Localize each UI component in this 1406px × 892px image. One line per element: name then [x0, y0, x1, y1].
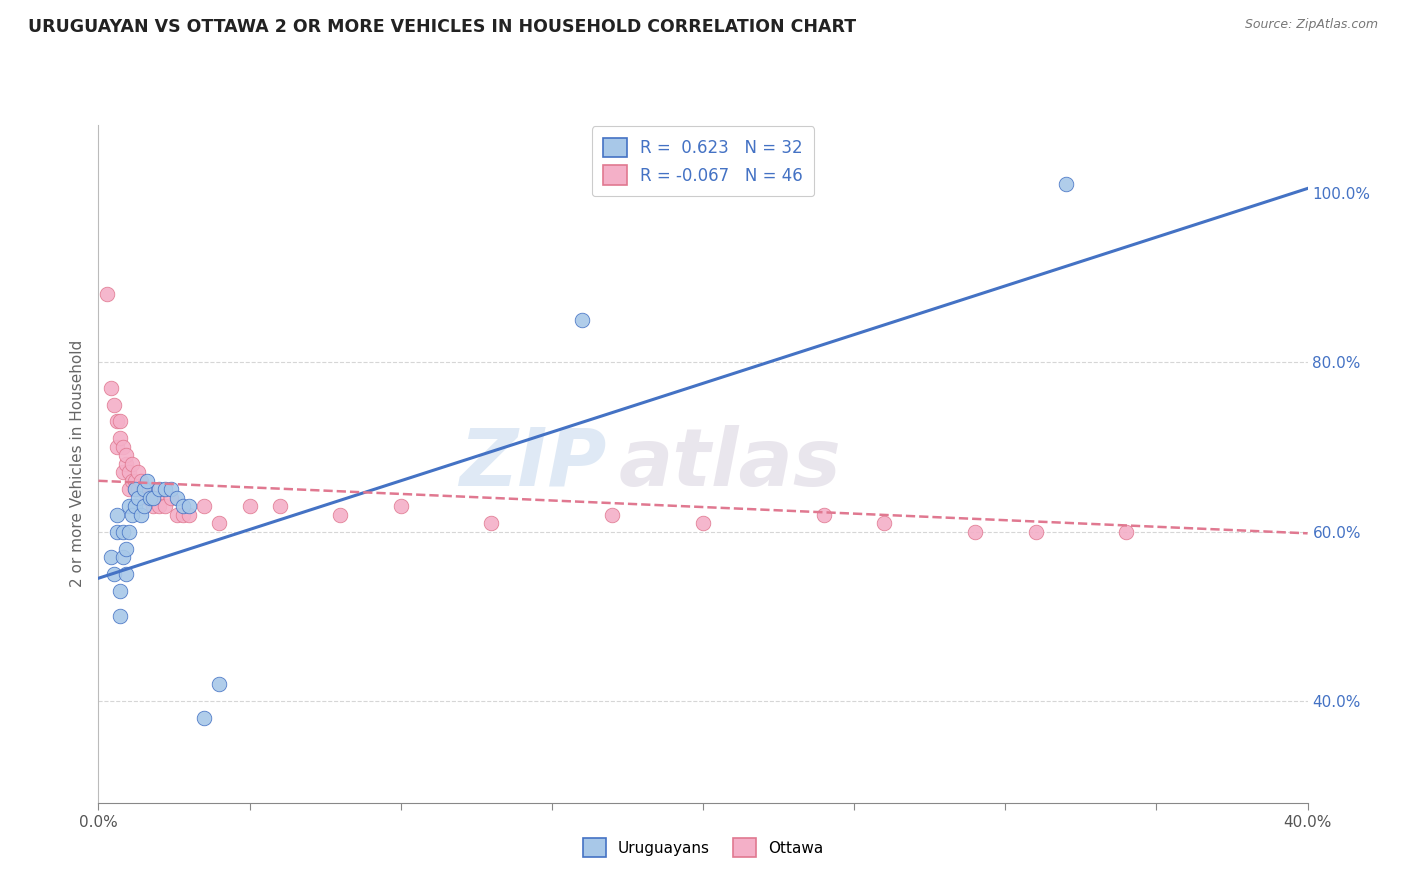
Point — [1115, 524, 1137, 539]
Point — [160, 491, 183, 505]
Point — [571, 313, 593, 327]
Point — [135, 482, 157, 496]
Point — [105, 415, 128, 429]
Point — [208, 677, 231, 691]
Point — [111, 524, 134, 539]
Point — [132, 482, 155, 496]
Point — [239, 500, 262, 514]
Point — [193, 500, 215, 514]
Text: Source: ZipAtlas.com: Source: ZipAtlas.com — [1244, 18, 1378, 31]
Point — [111, 440, 134, 454]
Point — [127, 482, 149, 496]
Point — [179, 500, 201, 514]
Point — [481, 516, 503, 530]
Point — [160, 482, 183, 496]
Point — [172, 508, 194, 522]
Point — [389, 500, 412, 514]
Point — [96, 287, 118, 301]
Point — [135, 474, 157, 488]
Point — [118, 500, 141, 514]
Text: URUGUAYAN VS OTTAWA 2 OR MORE VEHICLES IN HOUSEHOLD CORRELATION CHART: URUGUAYAN VS OTTAWA 2 OR MORE VEHICLES I… — [28, 18, 856, 36]
Point — [142, 491, 165, 505]
Point — [105, 508, 128, 522]
Point — [108, 415, 131, 429]
Point — [148, 482, 170, 496]
Point — [269, 500, 291, 514]
Point — [127, 466, 149, 480]
Point — [108, 583, 131, 598]
Point — [114, 449, 136, 463]
Point — [124, 500, 146, 514]
Point — [129, 474, 152, 488]
Point — [111, 466, 134, 480]
Point — [118, 524, 141, 539]
Point — [100, 549, 122, 565]
Point — [124, 482, 146, 496]
Legend: Uruguayans, Ottawa: Uruguayans, Ottawa — [576, 832, 830, 863]
Point — [329, 508, 352, 522]
Point — [118, 466, 141, 480]
Point — [172, 500, 194, 514]
Point — [108, 432, 131, 446]
Point — [118, 482, 141, 496]
Point — [179, 508, 201, 522]
Point — [139, 491, 162, 505]
Point — [127, 491, 149, 505]
Point — [166, 491, 188, 505]
Point — [142, 500, 165, 514]
Point — [121, 474, 143, 488]
Point — [208, 516, 231, 530]
Point — [148, 500, 170, 514]
Point — [132, 500, 155, 514]
Point — [121, 457, 143, 471]
Point — [813, 508, 835, 522]
Point — [114, 541, 136, 556]
Point — [193, 711, 215, 725]
Point — [121, 508, 143, 522]
Point — [114, 567, 136, 582]
Text: ZIP: ZIP — [458, 425, 606, 503]
Point — [129, 508, 152, 522]
Point — [132, 482, 155, 496]
Point — [153, 482, 176, 496]
Point — [166, 508, 188, 522]
Point — [100, 380, 122, 394]
Point — [124, 482, 146, 496]
Point — [873, 516, 896, 530]
Point — [965, 524, 987, 539]
Point — [108, 609, 131, 624]
Y-axis label: 2 or more Vehicles in Household: 2 or more Vehicles in Household — [69, 340, 84, 588]
Point — [103, 567, 125, 582]
Point — [602, 508, 624, 522]
Point — [135, 491, 157, 505]
Point — [111, 549, 134, 565]
Point — [114, 457, 136, 471]
Text: atlas: atlas — [619, 425, 841, 503]
Point — [1054, 178, 1077, 192]
Point — [139, 491, 162, 505]
Point — [105, 440, 128, 454]
Point — [1024, 524, 1046, 539]
Point — [124, 474, 146, 488]
Point — [105, 524, 128, 539]
Point — [692, 516, 714, 530]
Point — [103, 398, 125, 412]
Point — [153, 500, 176, 514]
Point — [145, 491, 167, 505]
